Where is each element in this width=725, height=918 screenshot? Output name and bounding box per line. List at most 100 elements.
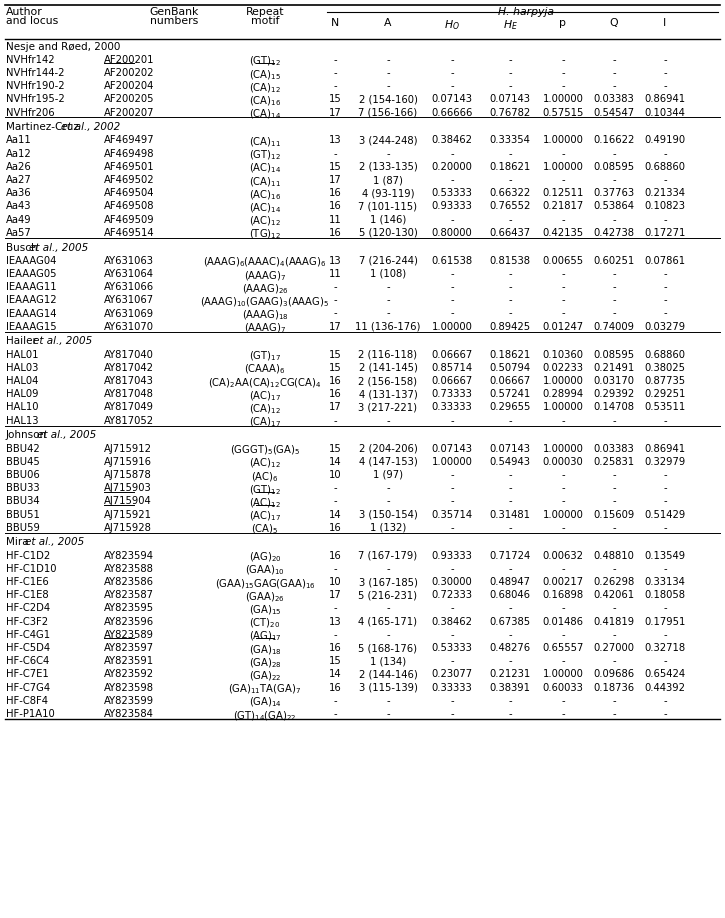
Text: HAL04: HAL04 xyxy=(6,376,38,386)
Text: (GA)$_{22}$: (GA)$_{22}$ xyxy=(249,669,281,683)
Text: 0.53333: 0.53333 xyxy=(431,188,473,198)
Text: $H_E$: $H_E$ xyxy=(502,18,518,32)
Text: (TG)$_{12}$: (TG)$_{12}$ xyxy=(249,228,281,241)
Text: AJ715912: AJ715912 xyxy=(104,443,152,453)
Text: -: - xyxy=(386,296,390,306)
Text: AY631067: AY631067 xyxy=(104,296,154,306)
Text: HF-C1E6: HF-C1E6 xyxy=(6,577,49,587)
Text: -: - xyxy=(386,483,390,493)
Text: 0.21491: 0.21491 xyxy=(593,363,634,373)
Text: et al., 2005: et al., 2005 xyxy=(37,431,96,441)
Text: 0.38025: 0.38025 xyxy=(645,363,686,373)
Text: -: - xyxy=(612,470,616,480)
Text: -: - xyxy=(386,696,390,706)
Text: 2 (133-135): 2 (133-135) xyxy=(359,162,418,172)
Text: 2 (156-158): 2 (156-158) xyxy=(358,376,418,386)
Text: (CA)$_2$AA(CA)$_{12}$CG(CA)$_4$: (CA)$_2$AA(CA)$_{12}$CG(CA)$_4$ xyxy=(208,376,322,389)
Text: NVHfr144-2: NVHfr144-2 xyxy=(6,68,65,78)
Text: (GT)$_{12}$: (GT)$_{12}$ xyxy=(249,483,281,497)
Text: 15: 15 xyxy=(328,443,341,453)
Text: HAL13: HAL13 xyxy=(6,416,38,426)
Text: -: - xyxy=(334,603,337,613)
Text: AF200205: AF200205 xyxy=(104,95,154,105)
Text: 1 (134): 1 (134) xyxy=(370,656,406,666)
Text: -: - xyxy=(612,630,616,640)
Text: (AC)$_{17}$: (AC)$_{17}$ xyxy=(249,509,281,523)
Text: (AC)$_{12}$: (AC)$_{12}$ xyxy=(249,215,281,229)
Text: (CA)$_{12}$: (CA)$_{12}$ xyxy=(249,81,281,95)
Text: AY817043: AY817043 xyxy=(104,376,154,386)
Text: NVHfr206: NVHfr206 xyxy=(6,107,54,118)
Text: 16: 16 xyxy=(328,551,341,561)
Text: Author: Author xyxy=(6,7,43,17)
Text: -: - xyxy=(386,497,390,507)
Text: -: - xyxy=(663,296,667,306)
Text: BBU42: BBU42 xyxy=(6,443,40,453)
Text: 0.29251: 0.29251 xyxy=(645,389,686,399)
Text: -: - xyxy=(334,55,337,64)
Text: (GA)$_{15}$: (GA)$_{15}$ xyxy=(249,603,281,617)
Text: 0.57241: 0.57241 xyxy=(489,389,531,399)
Text: 17: 17 xyxy=(328,402,341,412)
Text: -: - xyxy=(663,497,667,507)
Text: IEAAAG04: IEAAAG04 xyxy=(6,256,57,265)
Text: -: - xyxy=(334,81,337,91)
Text: -: - xyxy=(450,709,454,719)
Text: (GAA)$_{10}$: (GAA)$_{10}$ xyxy=(245,564,285,577)
Text: -: - xyxy=(450,149,454,159)
Text: -: - xyxy=(612,175,616,185)
Text: 16: 16 xyxy=(328,376,341,386)
Text: 0.53333: 0.53333 xyxy=(431,643,473,653)
Text: AF200201: AF200201 xyxy=(104,55,154,64)
Text: 4 (147-153): 4 (147-153) xyxy=(359,456,418,466)
Text: -: - xyxy=(508,656,512,666)
Text: 1.00000: 1.00000 xyxy=(542,135,584,145)
Text: HF-C8F4: HF-C8F4 xyxy=(6,696,48,706)
Text: et al., 2005: et al., 2005 xyxy=(33,336,93,346)
Text: 0.09686: 0.09686 xyxy=(594,669,634,679)
Text: -: - xyxy=(508,470,512,480)
Text: (GAA)$_{26}$: (GAA)$_{26}$ xyxy=(245,590,285,604)
Text: 0.85714: 0.85714 xyxy=(431,363,473,373)
Text: HAL10: HAL10 xyxy=(6,402,38,412)
Text: 0.15609: 0.15609 xyxy=(593,509,634,520)
Text: 1.00000: 1.00000 xyxy=(542,95,584,105)
Text: (AAAG)$_7$: (AAAG)$_7$ xyxy=(244,269,286,283)
Text: 11: 11 xyxy=(328,269,341,279)
Text: -: - xyxy=(386,282,390,292)
Text: (AAAG)$_6$(AAAC)$_4$(AAAG)$_6$: (AAAG)$_6$(AAAC)$_4$(AAAG)$_6$ xyxy=(203,256,327,269)
Text: AY823589: AY823589 xyxy=(104,630,154,640)
Text: -: - xyxy=(508,269,512,279)
Text: (GA)$_{14}$: (GA)$_{14}$ xyxy=(249,696,281,710)
Text: HAL09: HAL09 xyxy=(6,389,38,399)
Text: 0.14708: 0.14708 xyxy=(594,402,634,412)
Text: (CA)$_{11}$: (CA)$_{11}$ xyxy=(249,135,281,149)
Text: (GAA)$_{15}$GAG(GAA)$_{16}$: (GAA)$_{15}$GAG(GAA)$_{16}$ xyxy=(215,577,315,590)
Text: AY631069: AY631069 xyxy=(104,308,154,319)
Text: -: - xyxy=(508,416,512,426)
Text: p: p xyxy=(560,18,566,28)
Text: -: - xyxy=(561,416,565,426)
Text: -: - xyxy=(386,603,390,613)
Text: 0.25831: 0.25831 xyxy=(594,456,634,466)
Text: -: - xyxy=(334,564,337,574)
Text: NVHfr195-2: NVHfr195-2 xyxy=(6,95,65,105)
Text: AY631070: AY631070 xyxy=(104,321,154,331)
Text: (AC)$_{17}$: (AC)$_{17}$ xyxy=(249,389,281,403)
Text: -: - xyxy=(334,709,337,719)
Text: 0.48947: 0.48947 xyxy=(489,577,531,587)
Text: 7 (101-115): 7 (101-115) xyxy=(358,201,418,211)
Text: -: - xyxy=(508,603,512,613)
Text: -: - xyxy=(508,709,512,719)
Text: (GT)$_{12}$: (GT)$_{12}$ xyxy=(249,55,281,68)
Text: -: - xyxy=(508,68,512,78)
Text: 3 (244-248): 3 (244-248) xyxy=(359,135,418,145)
Text: 0.03279: 0.03279 xyxy=(645,321,686,331)
Text: 0.68046: 0.68046 xyxy=(489,590,531,600)
Text: 0.73333: 0.73333 xyxy=(431,389,473,399)
Text: 1.00000: 1.00000 xyxy=(542,162,584,172)
Text: 0.21334: 0.21334 xyxy=(645,188,686,198)
Text: Johnson: Johnson xyxy=(6,431,50,441)
Text: NVHfr190-2: NVHfr190-2 xyxy=(6,81,65,91)
Text: -: - xyxy=(663,696,667,706)
